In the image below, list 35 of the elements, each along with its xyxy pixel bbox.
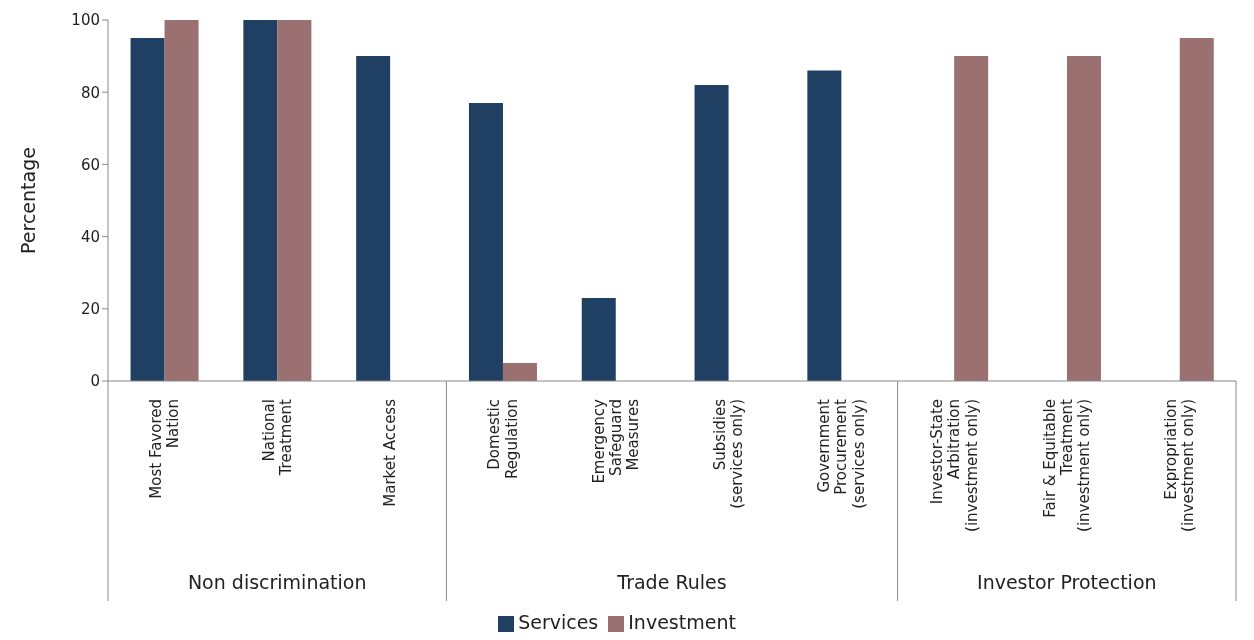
- x-tick-label: Expropriation (investment only): [1162, 399, 1198, 532]
- y-axis-title: Percentage: [16, 147, 39, 254]
- x-tick-label: Most Favored Nation: [147, 399, 183, 499]
- bar: [164, 20, 199, 381]
- legend-label: Services: [518, 611, 599, 633]
- bar: [130, 38, 165, 381]
- y-tick-label: 40: [80, 227, 100, 246]
- x-tick-label: Emergency Safeguard Measures: [589, 398, 643, 484]
- bar: [694, 84, 729, 381]
- y-tick-label: 20: [80, 300, 100, 319]
- bar: [1179, 38, 1214, 381]
- y-tick-label: 80: [80, 83, 100, 102]
- text: Investor Protection: [977, 571, 1157, 593]
- x-tick-label: Subsidies (services only): [711, 398, 747, 509]
- text: Non discrimination: [187, 571, 367, 593]
- y-tick-label: 60: [80, 155, 100, 174]
- bar: [1066, 56, 1101, 381]
- y-tick-label: 0: [90, 372, 100, 391]
- text: Trade Rules: [616, 571, 727, 593]
- bar: [954, 56, 989, 381]
- x-tick-label: Fair & Equitable Treatment (investment only): [1040, 398, 1094, 532]
- x-tick-label: National Treatment: [259, 398, 296, 477]
- legend-label: Investment: [628, 611, 736, 633]
- x-tick-label: Government Procurement (services only): [815, 398, 868, 509]
- y-tick-label: 100: [71, 11, 100, 30]
- x-tick-label: Market Access: [381, 398, 400, 507]
- x-tick-label: Domestic Regulation: [485, 399, 521, 480]
- bar: [243, 20, 278, 381]
- bar: [807, 70, 842, 381]
- bar: [502, 362, 537, 381]
- bar: [581, 297, 616, 381]
- x-tick-label: Investor-State Arbitration (investment only): [928, 399, 981, 532]
- bar: [277, 20, 312, 381]
- bar: [356, 56, 391, 381]
- bar: [468, 103, 503, 381]
